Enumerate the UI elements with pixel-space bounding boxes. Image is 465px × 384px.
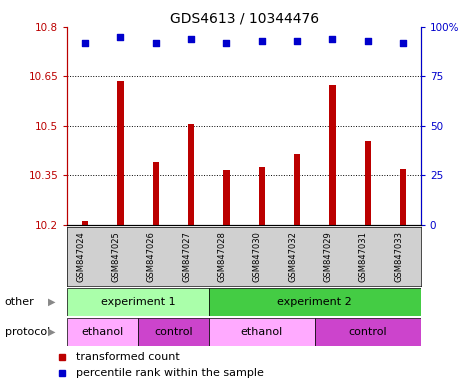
Bar <box>153 162 159 225</box>
Point <box>329 36 336 42</box>
Bar <box>138 318 209 346</box>
Point <box>364 38 372 44</box>
Point <box>399 40 407 46</box>
Text: GSM847024: GSM847024 <box>76 231 85 282</box>
Point <box>258 38 266 44</box>
Text: GSM847033: GSM847033 <box>394 231 403 282</box>
Point <box>152 40 159 46</box>
Text: ▶: ▶ <box>48 297 56 307</box>
Bar <box>223 170 230 225</box>
Text: GSM847030: GSM847030 <box>253 231 262 282</box>
Text: GSM847026: GSM847026 <box>147 231 156 282</box>
Text: experiment 2: experiment 2 <box>278 297 352 307</box>
Point <box>187 36 195 42</box>
Bar <box>209 288 421 316</box>
Text: experiment 1: experiment 1 <box>101 297 175 307</box>
Bar <box>188 124 194 225</box>
Text: transformed count: transformed count <box>76 352 180 362</box>
Text: ▶: ▶ <box>48 327 56 337</box>
Text: GSM847029: GSM847029 <box>324 231 332 282</box>
Text: ethanol: ethanol <box>82 327 124 337</box>
Bar <box>209 318 315 346</box>
Text: protocol: protocol <box>5 327 50 337</box>
Text: percentile rank within the sample: percentile rank within the sample <box>76 368 264 379</box>
Text: other: other <box>5 297 34 307</box>
Text: GSM847025: GSM847025 <box>112 231 120 282</box>
Text: control: control <box>348 327 387 337</box>
Text: GSM847028: GSM847028 <box>218 231 226 282</box>
Point <box>223 40 230 46</box>
Bar <box>67 288 209 316</box>
Point <box>81 40 89 46</box>
Text: GSM847027: GSM847027 <box>182 231 191 282</box>
Bar <box>82 221 88 225</box>
Bar <box>117 81 124 225</box>
Bar <box>315 318 421 346</box>
Bar <box>259 167 265 225</box>
Point <box>293 38 301 44</box>
Bar <box>400 169 406 225</box>
Bar <box>67 318 138 346</box>
Bar <box>329 84 336 225</box>
Bar <box>294 154 300 225</box>
Point <box>117 34 124 40</box>
Title: GDS4613 / 10344476: GDS4613 / 10344476 <box>170 12 319 26</box>
Text: control: control <box>154 327 193 337</box>
Text: ethanol: ethanol <box>241 327 283 337</box>
Bar <box>365 141 371 225</box>
Text: GSM847031: GSM847031 <box>359 231 368 282</box>
Text: GSM847032: GSM847032 <box>288 231 297 282</box>
